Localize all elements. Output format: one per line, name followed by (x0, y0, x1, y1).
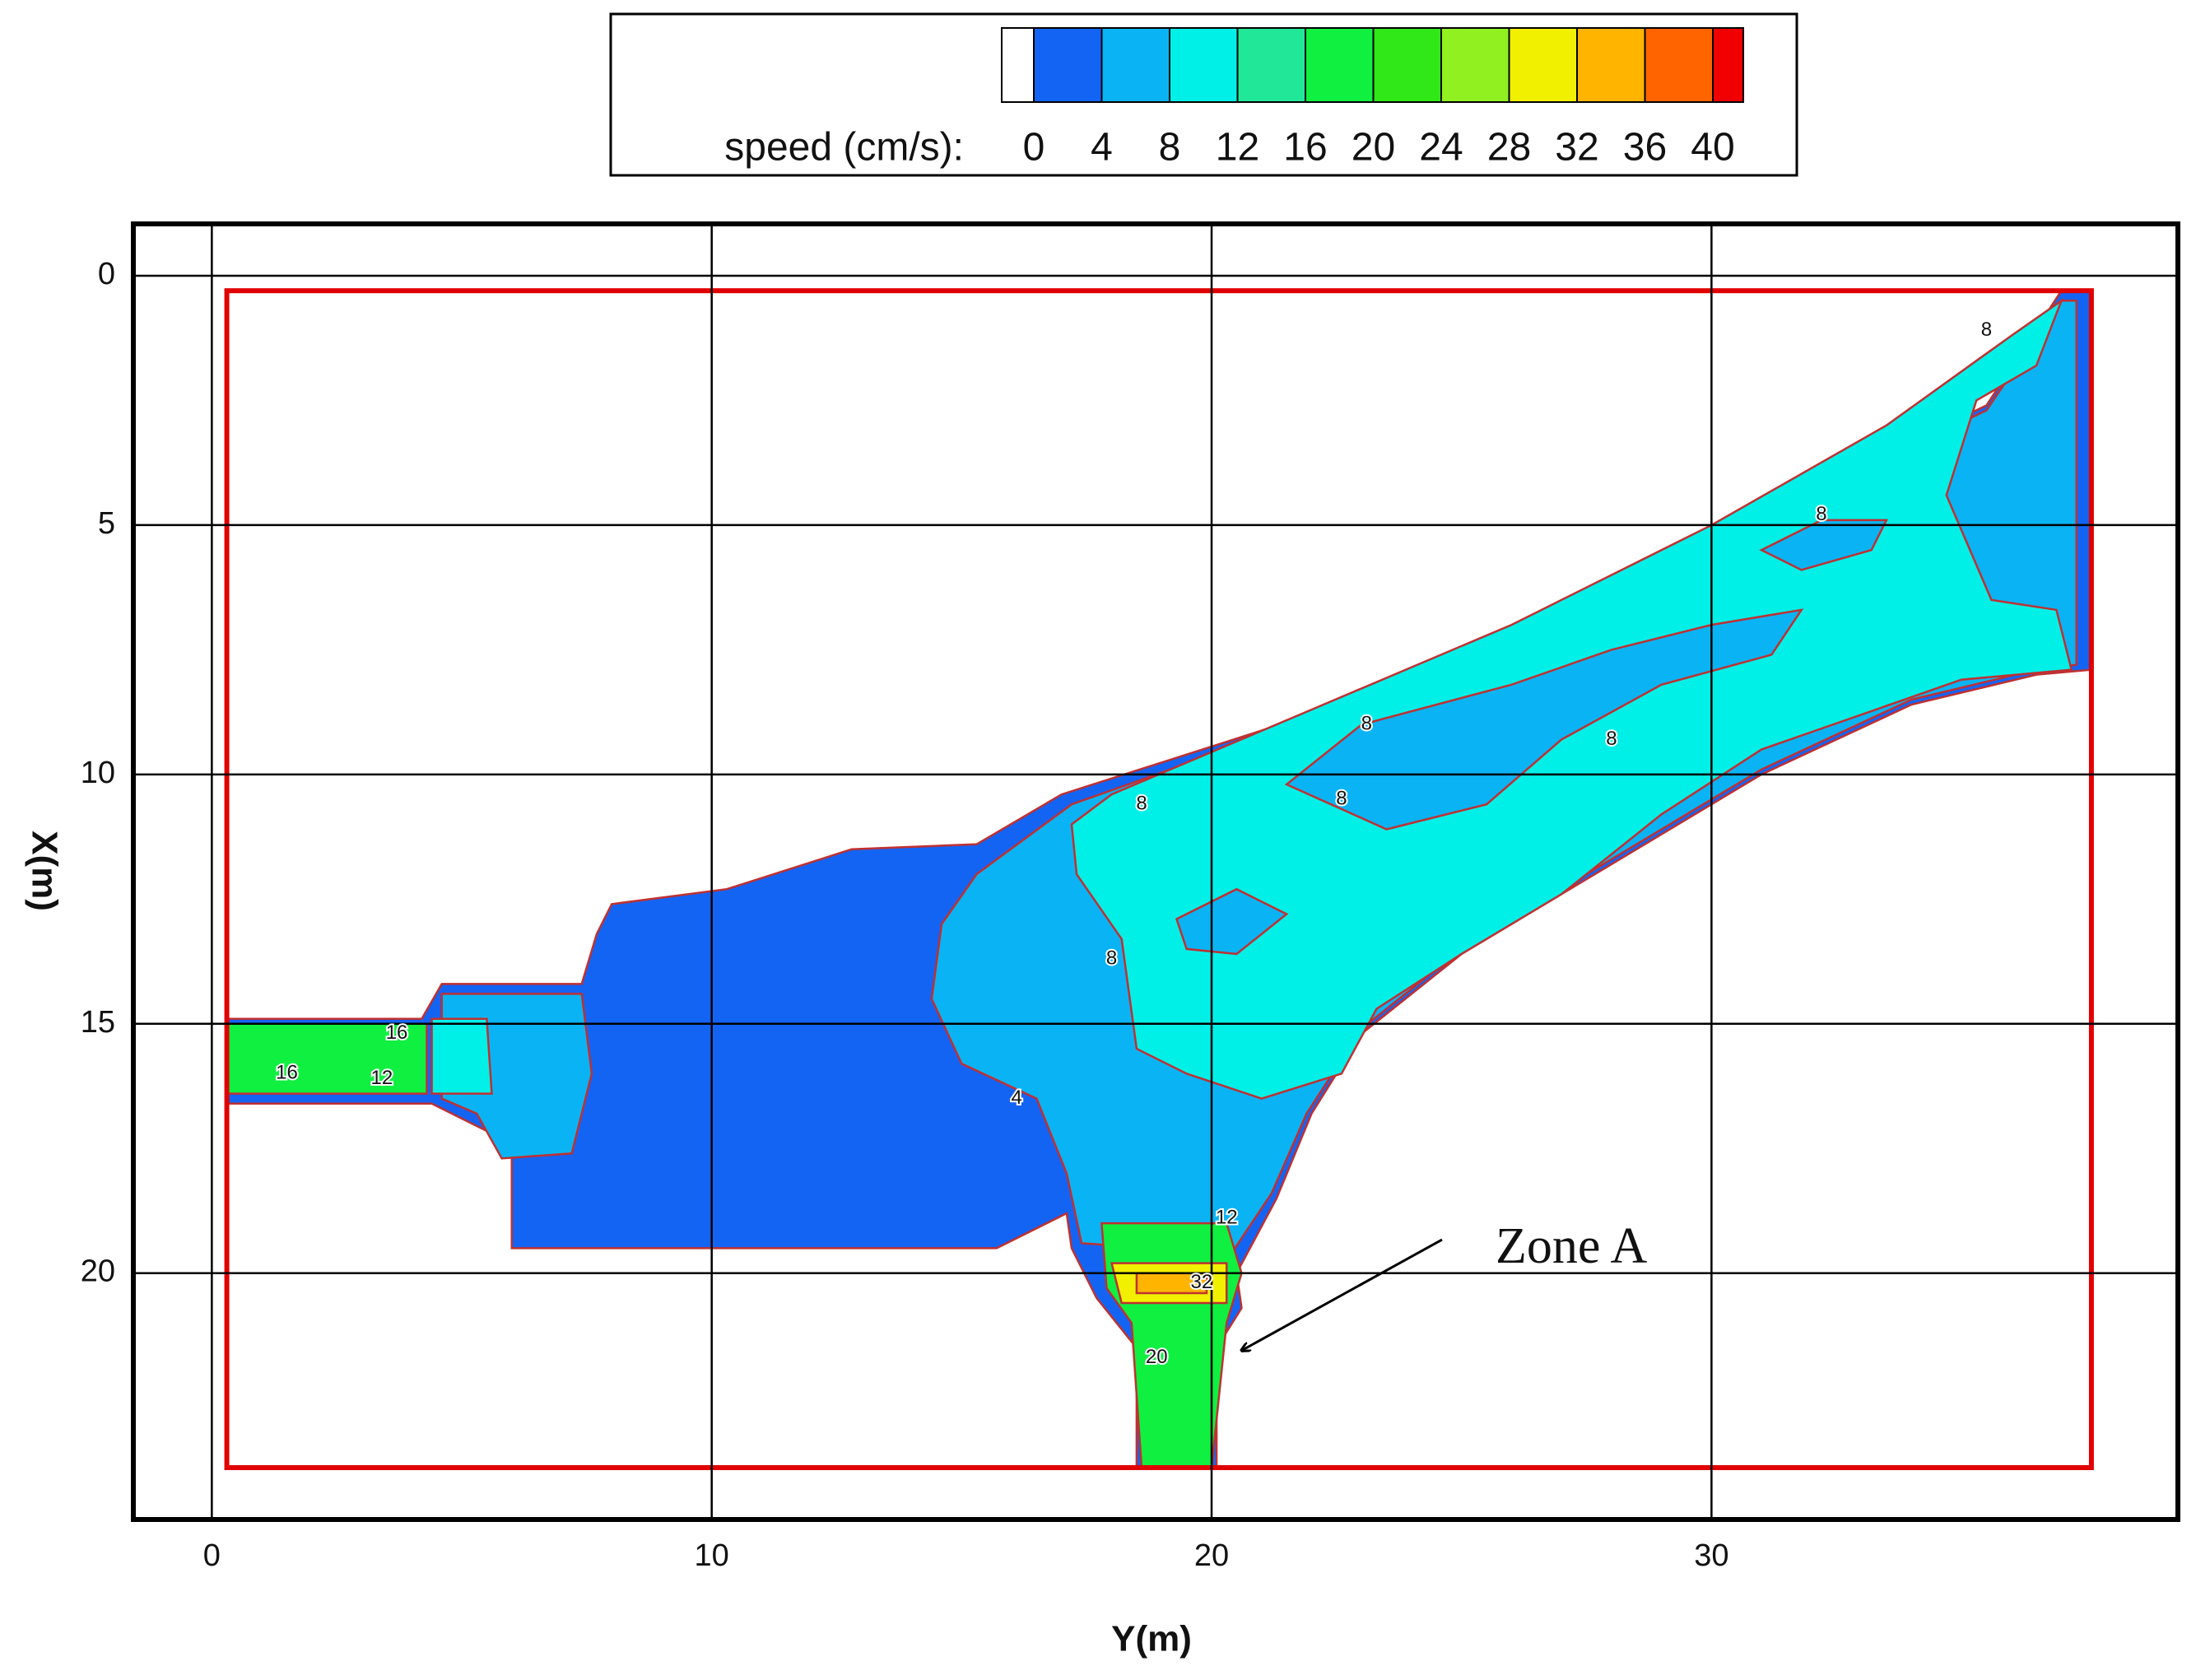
contour-label: 32 (1191, 1271, 1213, 1293)
contour-label: 16 (276, 1062, 298, 1084)
colorbar-cell (1100, 27, 1170, 103)
colorbar-tick-label: 16 (1283, 126, 1327, 170)
x-tick-label: 20 (1194, 1538, 1229, 1573)
contour-label: 20 (1146, 1346, 1168, 1368)
contour-label: 8 (1816, 503, 1826, 525)
x-tick-label: 30 (1694, 1538, 1728, 1573)
colorbar-tick-label: 28 (1487, 126, 1531, 170)
colorbar-tick-label: 36 (1623, 126, 1667, 170)
colorbar-tick-label: 8 (1159, 126, 1181, 170)
annotation-arrow (1241, 1238, 1443, 1351)
x-axis-title: Y(m) (1111, 1619, 1192, 1659)
colorbar-cell (1372, 27, 1442, 103)
contour-region (1175, 887, 1289, 956)
x-tick-label: 10 (695, 1538, 729, 1573)
colorbar-label: speed (cm/s): (724, 126, 964, 170)
colorbar-tick-label: 40 (1691, 126, 1734, 170)
contour-label: 8 (1336, 787, 1347, 809)
colorbar-tick-label: 0 (1023, 126, 1045, 170)
colorbar-cell (1508, 27, 1578, 103)
contour-label: 8 (1136, 793, 1147, 815)
plot-frame (131, 221, 2180, 1522)
colorbar-cell (1440, 27, 1510, 103)
colorbar-cell (1169, 27, 1239, 103)
y-tick-label: 20 (81, 1254, 115, 1289)
colorbar-tick-label: 32 (1555, 126, 1598, 170)
contour-label: 8 (1606, 728, 1617, 750)
colorbar-cell (1305, 27, 1375, 103)
annotation: Zone A (1496, 1218, 1647, 1274)
contour-region (430, 1017, 493, 1095)
contour-label: 8 (1981, 319, 1992, 341)
colorbar-tick-label: 20 (1352, 126, 1395, 170)
colorbar-tick-label: 24 (1419, 126, 1463, 170)
colorbar-cell (1001, 27, 1035, 103)
contour-label: 8 (1106, 947, 1117, 969)
colorbar-cell (1712, 27, 1744, 103)
colorbar-cell (1644, 27, 1714, 103)
colorbar-cell (1033, 27, 1103, 103)
y-tick-label: 10 (81, 756, 115, 790)
colorbar-tick-label: 12 (1216, 126, 1259, 170)
colorbar-cell (1576, 27, 1646, 103)
contour-label: 12 (370, 1067, 393, 1089)
contour-label: 16 (386, 1021, 408, 1044)
domain-box (224, 288, 2094, 1470)
colorbar-cell (1236, 27, 1306, 103)
colorbar-tick-label: 4 (1091, 126, 1113, 170)
y-axis-title: X(m) (24, 831, 64, 911)
contour-label: 12 (1216, 1206, 1238, 1228)
y-tick-label: 15 (81, 1005, 115, 1040)
x-tick-label: 0 (203, 1538, 221, 1573)
y-tick-label: 0 (98, 257, 115, 291)
contour-region (1100, 1222, 1243, 1469)
contour-label: 8 (1361, 713, 1372, 735)
contour-label: 4 (1011, 1087, 1021, 1109)
plot-area: 0 4 8 12 16 20 24 28 32 36 40 0 10 20 30 0 5 10 15 20 16 16 12… (81, 27, 2180, 1573)
y-tick-label: 5 (98, 506, 115, 541)
